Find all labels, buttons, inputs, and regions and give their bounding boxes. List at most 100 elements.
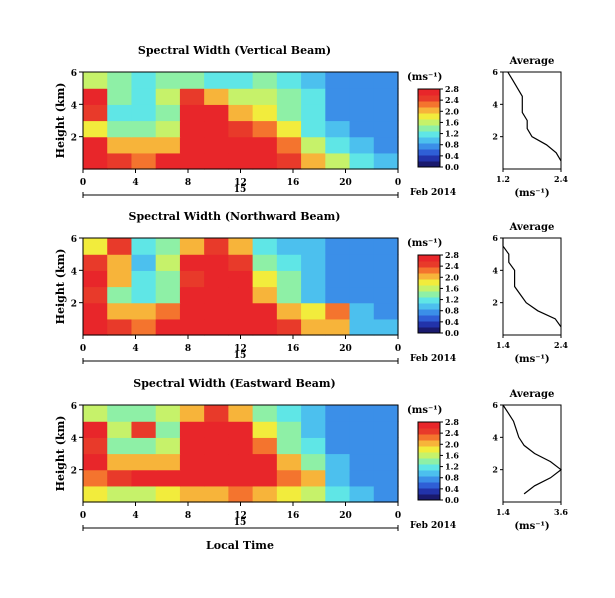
y-axis-label: Height (km) [54, 249, 67, 325]
heatmap-cell [349, 152, 375, 170]
heatmap-cell [349, 72, 375, 89]
heatmap-cell [228, 88, 254, 105]
x-tick-label: 8 [185, 511, 191, 521]
heatmap-cell [325, 405, 351, 422]
heatmap-cell [204, 421, 229, 438]
heatmap-cell [276, 469, 302, 487]
colorbar-tick-label: 2.0 [445, 272, 459, 282]
heatmap-cell [107, 286, 133, 304]
colorbar-swatch [418, 155, 440, 162]
colorbar-tick-label: 0.0 [445, 328, 459, 338]
heatmap-cell [155, 136, 181, 154]
heatmap-cell [204, 437, 229, 455]
heatmap-cell [252, 104, 278, 122]
heatmap-cell [325, 254, 351, 271]
heatmap-cell [325, 437, 351, 455]
heatmap-cell [107, 453, 133, 471]
heatmap-cell [155, 254, 181, 271]
heatmap-cell [83, 437, 108, 455]
date-label: Feb 2014 [410, 521, 456, 531]
heatmap-cell [83, 270, 108, 288]
heatmap-cell [204, 120, 229, 138]
heatmap-cell [325, 302, 351, 320]
heatmap-cell [276, 437, 302, 455]
heatmap-cell [131, 421, 157, 438]
average-x-label: (ms⁻¹) [514, 354, 549, 365]
heatmap-cell [252, 120, 278, 138]
heatmap-cell [325, 453, 351, 471]
heatmap-cell [107, 88, 133, 105]
heatmap-cell [83, 469, 108, 487]
heatmap-cell [179, 238, 205, 255]
heatmap-cell [349, 104, 375, 122]
heatmap-cell [276, 72, 302, 89]
colorbar-swatch [418, 488, 440, 495]
x-tick-label: 0 [80, 178, 86, 188]
heatmap-cell [131, 453, 157, 471]
x-tick-label: 0 [80, 344, 86, 354]
average-x-tick-label: 2.4 [554, 340, 568, 350]
colorbar-swatch [418, 315, 440, 322]
colorbar-swatch [418, 482, 440, 489]
colorbar-unit: (ms⁻¹) [407, 238, 442, 249]
heatmap-cell [204, 453, 229, 471]
x-tick-label: 0 [395, 178, 401, 188]
y-tick-label: 4 [71, 101, 77, 111]
heatmap-cell [301, 238, 326, 255]
heatmap-cell [228, 405, 254, 422]
average-y-tick-label: 4 [492, 432, 498, 442]
heatmap-cell [131, 318, 157, 336]
heatmap-cell [252, 302, 278, 320]
heatmap-cell [373, 469, 399, 487]
heatmap-cell [228, 469, 254, 487]
heatmap-cell [325, 238, 351, 255]
heatmap-cell [228, 453, 254, 471]
average-title: Average [509, 222, 555, 233]
heatmap-cell [83, 254, 108, 271]
heatmap-cell [325, 421, 351, 438]
heatmap-cell [83, 120, 108, 138]
heatmap-cell [252, 238, 278, 255]
heatmap-cell [155, 405, 181, 422]
heatmap-cell [155, 485, 181, 503]
heatmap-cell [179, 437, 205, 455]
heatmap-cell [83, 88, 108, 105]
y-axis-label: Height (km) [54, 83, 67, 159]
colorbar-swatch [418, 143, 440, 150]
colorbar-swatch [418, 285, 440, 292]
heatmap-cell [179, 88, 205, 105]
heatmap-cell [325, 72, 351, 89]
heatmap-cell [107, 136, 133, 154]
heatmap-cell [301, 254, 326, 271]
colorbar-unit: (ms⁻¹) [407, 405, 442, 416]
heatmap-cell [325, 469, 351, 487]
heatmap-cell [155, 238, 181, 255]
colorbar-swatch [418, 107, 440, 114]
heatmap-cell [373, 405, 399, 422]
heatmap-cell [204, 405, 229, 422]
heatmap-cell [349, 238, 375, 255]
heatmap-cell [179, 485, 205, 503]
heatmap-cell [349, 469, 375, 487]
heatmap-cell [155, 318, 181, 336]
heatmap-cell [107, 405, 133, 422]
colorbar-tick-label: 2.0 [445, 106, 459, 116]
colorbar-swatch [418, 434, 440, 441]
panel-1: Spectral Width (Northward Beam) 2 4 6 Height… [54, 210, 568, 365]
average-x-tick-label: 3.6 [554, 507, 568, 517]
heatmap-cell [373, 437, 399, 455]
heatmap-cell [155, 421, 181, 438]
heatmap-cell [179, 469, 205, 487]
panels-layer: Spectral Width (Vertical Beam) 2 4 6 Height … [54, 44, 568, 532]
heatmap-cell [373, 254, 399, 271]
heatmap-cell [107, 152, 133, 170]
heatmap-cell [301, 152, 326, 170]
heatmap-cell [228, 286, 254, 304]
x-tick-label: 4 [132, 511, 138, 521]
x-tick-label: 16 [287, 511, 300, 521]
heatmap-cell [301, 88, 326, 105]
heatmap-cell [131, 152, 157, 170]
heatmap-cell [276, 318, 302, 336]
heatmap-cell [155, 88, 181, 105]
average-frame [502, 237, 562, 336]
